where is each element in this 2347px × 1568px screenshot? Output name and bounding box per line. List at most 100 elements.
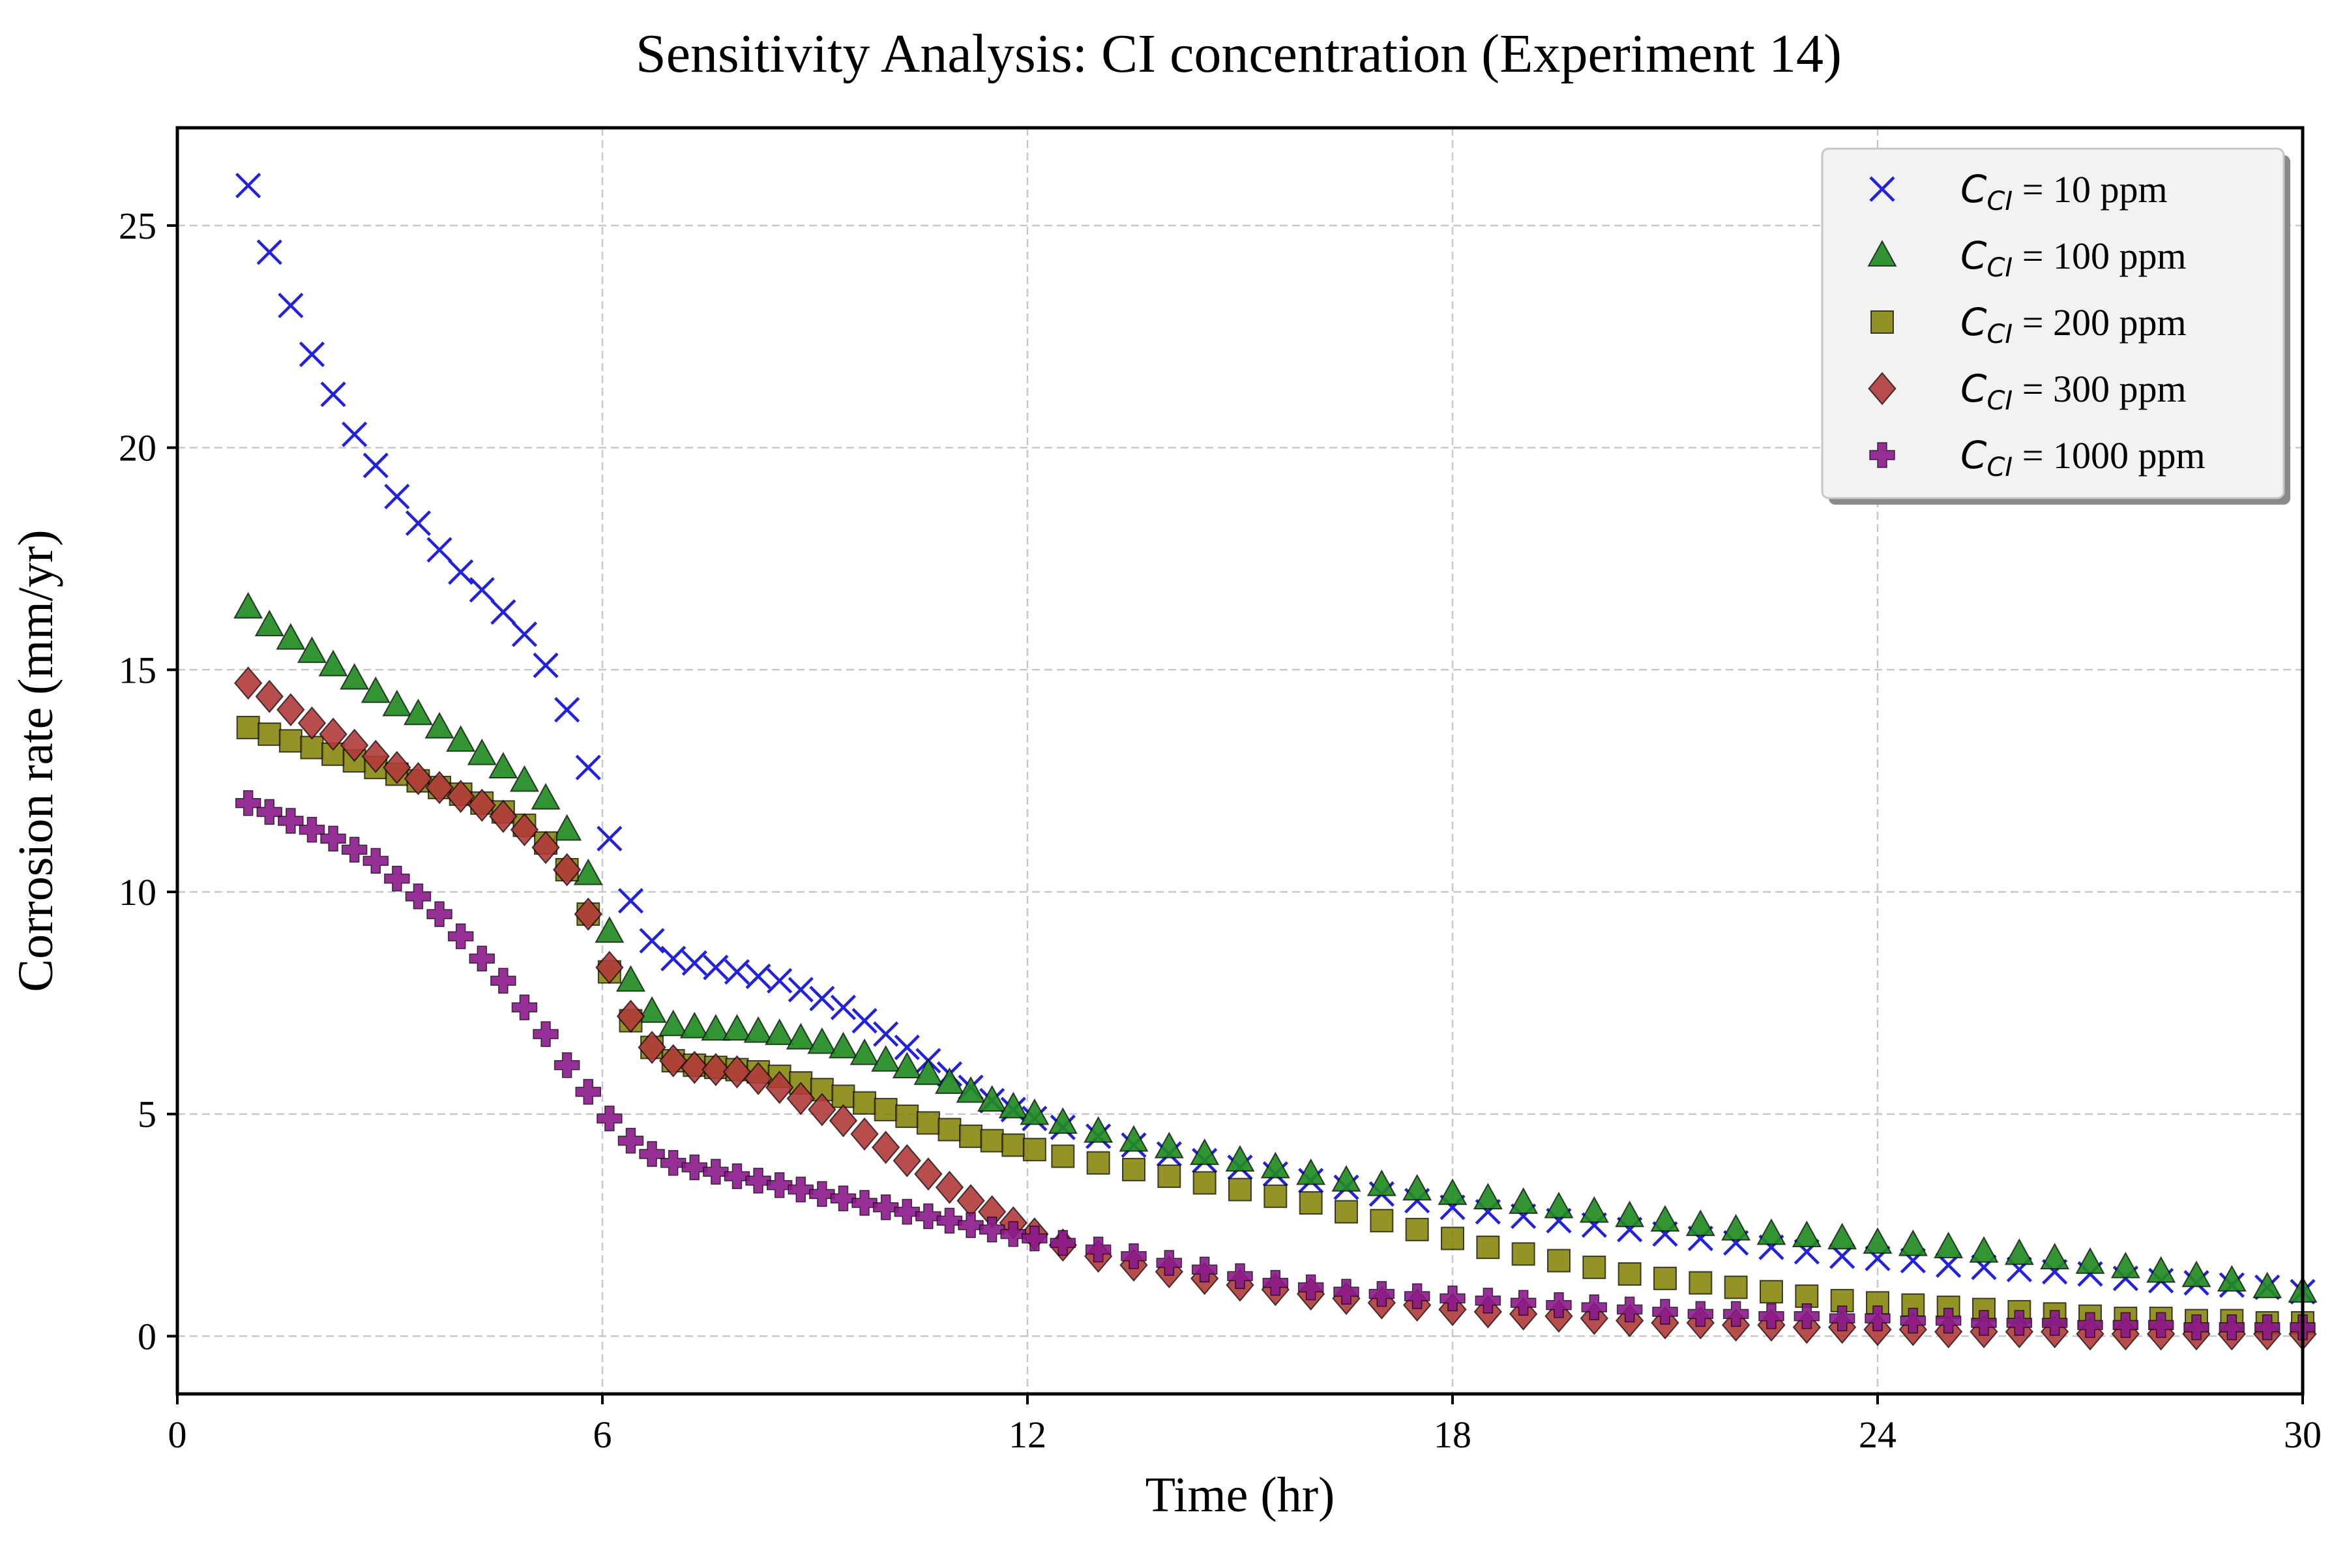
data-point <box>809 985 835 1012</box>
data-point <box>937 1117 962 1142</box>
data-point <box>554 697 580 723</box>
data-point <box>1581 1294 1608 1320</box>
data-point <box>743 1016 773 1043</box>
data-point <box>658 1044 688 1078</box>
data-point <box>1652 1299 1678 1325</box>
data-point <box>1439 1285 1466 1312</box>
data-point <box>1370 1209 1394 1233</box>
legend-label: CCI = 1000 ppm <box>1960 433 2206 482</box>
data-point <box>469 577 495 603</box>
data-point <box>831 1084 855 1108</box>
data-point <box>424 711 454 739</box>
data-point <box>874 1097 898 1121</box>
data-point <box>703 954 729 981</box>
data-point <box>1297 1274 1324 1301</box>
data-point <box>362 452 389 479</box>
data-point <box>403 698 434 726</box>
data-point <box>597 825 623 851</box>
data-point <box>1190 1138 1220 1165</box>
data-point <box>936 1207 963 1234</box>
data-point <box>701 1053 730 1087</box>
data-point <box>467 738 497 765</box>
data-point <box>1971 1310 1997 1336</box>
data-point <box>1441 1226 1464 1250</box>
legend-label: CCI = 10 ppm <box>1960 167 2168 216</box>
data-point <box>510 813 539 847</box>
data-point <box>258 722 282 747</box>
data-point <box>2077 1312 2103 1339</box>
data-point <box>871 1131 900 1164</box>
data-point <box>701 1014 731 1041</box>
data-point <box>1119 1125 1149 1152</box>
x-tick-label: 18 <box>1434 1413 1471 1456</box>
data-point <box>531 782 561 810</box>
data-point <box>320 381 346 407</box>
legend-marker <box>1868 372 1897 406</box>
data-point <box>767 968 793 994</box>
data-point <box>959 1124 983 1148</box>
data-point <box>341 836 368 863</box>
data-point <box>893 1144 921 1177</box>
data-point <box>276 623 306 650</box>
data-point <box>894 1034 920 1061</box>
data-point <box>297 636 327 663</box>
data-point <box>1616 1296 1643 1323</box>
data-point <box>1547 1249 1571 1273</box>
data-point <box>830 994 857 1020</box>
data-point <box>639 928 665 954</box>
data-point <box>1299 1191 1323 1215</box>
y-tick-label: 0 <box>138 1315 156 1357</box>
y-tick-label: 10 <box>119 871 156 913</box>
data-point <box>745 1168 771 1194</box>
data-point <box>490 968 516 994</box>
data-point <box>2254 1314 2281 1340</box>
data-point <box>766 1172 793 1198</box>
data-point <box>469 945 495 971</box>
data-point <box>1366 1169 1396 1196</box>
data-point <box>362 848 389 874</box>
data-point <box>850 1117 879 1151</box>
data-point <box>913 1058 943 1086</box>
data-point <box>1758 1303 1784 1329</box>
data-point <box>765 1071 794 1104</box>
data-point <box>233 591 263 619</box>
data-point <box>595 916 625 943</box>
data-point <box>1048 1107 1078 1134</box>
data-point <box>552 853 582 887</box>
data-point <box>575 754 601 780</box>
data-point <box>871 1044 901 1072</box>
data-point <box>998 1091 1028 1119</box>
data-point <box>278 729 303 753</box>
data-point <box>2112 1312 2139 1339</box>
data-point <box>809 1181 835 1207</box>
data-point <box>297 706 327 740</box>
data-point <box>595 951 624 984</box>
data-point <box>1121 1243 1147 1269</box>
data-point <box>1333 1279 1359 1305</box>
data-point <box>1000 1220 1027 1247</box>
data-point <box>1157 1164 1181 1189</box>
data-point <box>788 977 814 1003</box>
data-point <box>319 717 347 751</box>
data-point <box>724 1163 750 1189</box>
data-point <box>1615 1200 1645 1228</box>
data-point <box>1650 1205 1680 1232</box>
data-point <box>1653 1266 1677 1290</box>
data-point <box>1296 1158 1326 1185</box>
data-point <box>1511 1242 1535 1266</box>
data-point <box>574 897 602 931</box>
data-point <box>617 1127 644 1154</box>
data-point <box>382 689 412 717</box>
data-point <box>490 599 516 625</box>
data-point <box>300 735 324 760</box>
data-point <box>597 1105 623 1132</box>
data-point <box>892 1052 922 1079</box>
legend-marker <box>1869 176 1895 202</box>
x-tick-label: 12 <box>1009 1413 1046 1456</box>
data-point <box>1022 1225 1048 1252</box>
legend-label: CCI = 300 ppm <box>1960 366 2187 416</box>
data-point <box>1227 1263 1253 1290</box>
data-point <box>383 750 411 784</box>
plot-frame <box>175 126 2305 1396</box>
